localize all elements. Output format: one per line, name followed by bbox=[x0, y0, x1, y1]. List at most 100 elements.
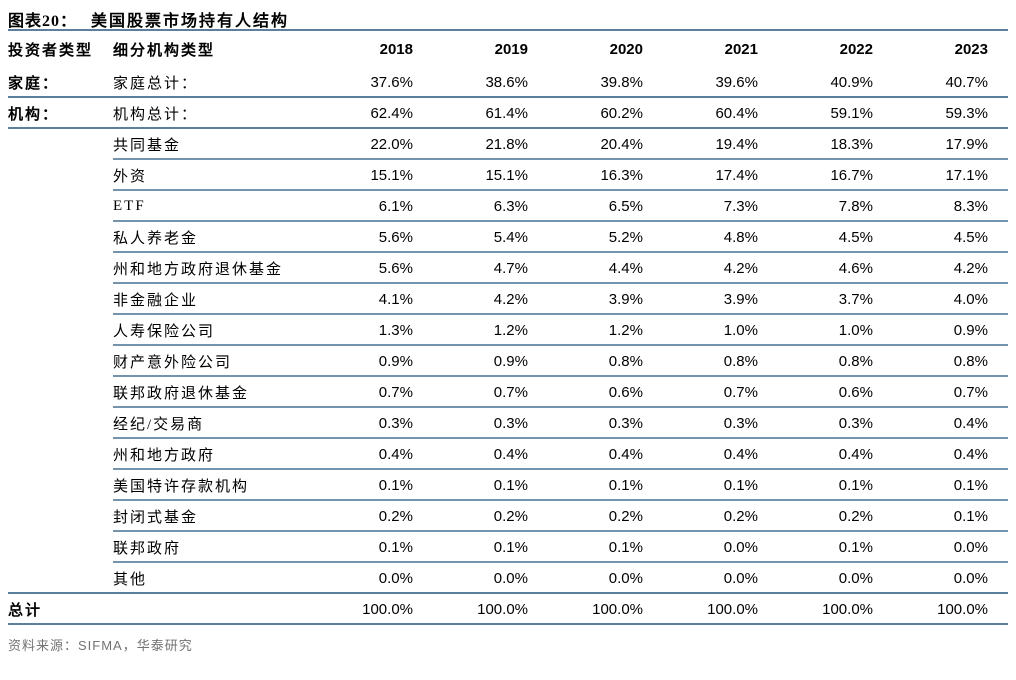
value-cell: 6.5% bbox=[608, 198, 643, 215]
value-cell: 40.7% bbox=[945, 74, 988, 91]
total-value-2020: 100.0% bbox=[592, 601, 643, 618]
table-total-row: 总计 100.0% 100.0% 100.0% 100.0% 100.0% 10… bbox=[8, 594, 1008, 625]
value-cell: 8.3% bbox=[953, 198, 988, 215]
value-cell: 0.8% bbox=[838, 353, 873, 370]
header-year-2019: 2019 bbox=[494, 40, 528, 58]
figure-number: 图表20： bbox=[8, 13, 78, 30]
subtype-cell: 联邦政府 bbox=[113, 541, 182, 557]
table-row: 外资 15.1% 15.1% 16.3% 17.4% 16.7% 17.1% bbox=[8, 160, 1008, 191]
total-label: 总计 bbox=[8, 603, 43, 619]
table-row: 其他 0.0% 0.0% 0.0% 0.0% 0.0% 0.0% bbox=[8, 563, 1008, 594]
value-cell: 0.3% bbox=[608, 415, 643, 432]
value-cell: 0.0% bbox=[493, 570, 528, 587]
value-cell: 40.9% bbox=[830, 74, 873, 91]
table-row: ETF 6.1% 6.3% 6.5% 7.3% 7.8% 8.3% bbox=[8, 191, 1008, 222]
value-cell: 0.7% bbox=[723, 384, 758, 401]
value-cell: 0.8% bbox=[608, 353, 643, 370]
investor-type-cell: 机构： bbox=[8, 107, 60, 123]
value-cell: 0.2% bbox=[608, 508, 643, 525]
value-cell: 0.8% bbox=[953, 353, 988, 370]
header-subtype: 细分机构类型 bbox=[113, 42, 216, 59]
subtype-cell: 美国特许存款机构 bbox=[113, 479, 250, 495]
value-cell: 0.8% bbox=[723, 353, 758, 370]
subtype-cell: 人寿保险公司 bbox=[113, 324, 216, 340]
table-row: 共同基金 22.0% 21.8% 20.4% 19.4% 18.3% 17.9% bbox=[8, 129, 1008, 160]
subtype-cell: 私人养老金 bbox=[113, 231, 199, 247]
value-cell: 0.4% bbox=[953, 415, 988, 432]
table-header-row: 投资者类型 细分机构类型 2018 2019 2020 2021 2022 20… bbox=[8, 31, 1008, 67]
table-body: 家庭： 家庭总计： 37.6% 38.6% 39.8% 39.6% 40.9% 40.7% 机构… bbox=[8, 67, 1008, 594]
subtype-cell: 财产意外险公司 bbox=[113, 355, 233, 371]
table-row: 州和地方政府 0.4% 0.4% 0.4% 0.4% 0.4% 0.4% bbox=[8, 439, 1008, 470]
subtype-cell: 外资 bbox=[113, 169, 148, 185]
figure-title: 图表20： 美国股票市场持有人结构 bbox=[8, 0, 1008, 31]
value-cell: 5.6% bbox=[378, 229, 413, 246]
value-cell: 21.8% bbox=[485, 136, 528, 153]
value-cell: 0.1% bbox=[378, 477, 413, 494]
total-value-2023: 100.0% bbox=[937, 601, 988, 618]
value-cell: 16.7% bbox=[830, 167, 873, 184]
total-value-2018: 100.0% bbox=[362, 601, 413, 618]
subtype-cell: 共同基金 bbox=[113, 138, 182, 154]
value-cell: 0.3% bbox=[723, 415, 758, 432]
figure-title-text: 美国股票市场持有人结构 bbox=[91, 13, 290, 30]
value-cell: 5.4% bbox=[493, 229, 528, 246]
value-cell: 5.6% bbox=[378, 260, 413, 277]
value-cell: 0.7% bbox=[493, 384, 528, 401]
value-cell: 0.4% bbox=[378, 446, 413, 463]
total-value-2019: 100.0% bbox=[477, 601, 528, 618]
value-cell: 17.9% bbox=[945, 136, 988, 153]
header-year-2022: 2022 bbox=[839, 40, 873, 58]
table-row: 机构： 机构总计： 62.4% 61.4% 60.2% 60.4% 59.1% 59.3% bbox=[8, 98, 1008, 129]
value-cell: 0.1% bbox=[493, 477, 528, 494]
value-cell: 0.2% bbox=[378, 508, 413, 525]
value-cell: 0.2% bbox=[723, 508, 758, 525]
value-cell: 0.1% bbox=[953, 508, 988, 525]
value-cell: 0.1% bbox=[838, 539, 873, 556]
value-cell: 15.1% bbox=[370, 167, 413, 184]
value-cell: 3.7% bbox=[838, 291, 873, 308]
value-cell: 0.1% bbox=[493, 539, 528, 556]
value-cell: 0.9% bbox=[953, 322, 988, 339]
subtype-cell: 联邦政府退休基金 bbox=[113, 386, 250, 402]
subtype-cell: 州和地方政府退休基金 bbox=[113, 262, 284, 278]
value-cell: 4.6% bbox=[838, 260, 873, 277]
value-cell: 0.0% bbox=[378, 570, 413, 587]
value-cell: 0.4% bbox=[953, 446, 988, 463]
value-cell: 1.0% bbox=[838, 322, 873, 339]
value-cell: 6.3% bbox=[493, 198, 528, 215]
value-cell: 1.0% bbox=[723, 322, 758, 339]
table-row: 私人养老金 5.6% 5.4% 5.2% 4.8% 4.5% 4.5% bbox=[8, 222, 1008, 253]
table-row: 州和地方政府退休基金 5.6% 4.7% 4.4% 4.2% 4.6% 4.2% bbox=[8, 253, 1008, 284]
value-cell: 18.3% bbox=[830, 136, 873, 153]
value-cell: 1.3% bbox=[378, 322, 413, 339]
value-cell: 0.2% bbox=[493, 508, 528, 525]
subtype-cell: ETF bbox=[113, 198, 146, 214]
value-cell: 20.4% bbox=[600, 136, 643, 153]
value-cell: 4.5% bbox=[838, 229, 873, 246]
value-cell: 4.2% bbox=[953, 260, 988, 277]
value-cell: 16.3% bbox=[600, 167, 643, 184]
value-cell: 4.2% bbox=[723, 260, 758, 277]
header-year-2021: 2021 bbox=[724, 40, 758, 58]
header-year-2023: 2023 bbox=[954, 40, 988, 58]
value-cell: 0.1% bbox=[953, 477, 988, 494]
value-cell: 62.4% bbox=[370, 105, 413, 122]
subtype-cell: 家庭总计： bbox=[113, 76, 199, 92]
value-cell: 3.9% bbox=[608, 291, 643, 308]
value-cell: 37.6% bbox=[370, 74, 413, 91]
value-cell: 0.0% bbox=[953, 570, 988, 587]
value-cell: 60.2% bbox=[600, 105, 643, 122]
value-cell: 0.6% bbox=[608, 384, 643, 401]
table-row: 人寿保险公司 1.3% 1.2% 1.2% 1.0% 1.0% 0.9% bbox=[8, 315, 1008, 346]
total-value-2021: 100.0% bbox=[707, 601, 758, 618]
value-cell: 0.1% bbox=[723, 477, 758, 494]
value-cell: 7.8% bbox=[838, 198, 873, 215]
value-cell: 0.4% bbox=[493, 446, 528, 463]
table-row: 封闭式基金 0.2% 0.2% 0.2% 0.2% 0.2% 0.1% bbox=[8, 501, 1008, 532]
table-row: 家庭： 家庭总计： 37.6% 38.6% 39.8% 39.6% 40.9% 40.7% bbox=[8, 67, 1008, 98]
value-cell: 39.6% bbox=[715, 74, 758, 91]
header-year-2020: 2020 bbox=[609, 40, 643, 58]
value-cell: 19.4% bbox=[715, 136, 758, 153]
